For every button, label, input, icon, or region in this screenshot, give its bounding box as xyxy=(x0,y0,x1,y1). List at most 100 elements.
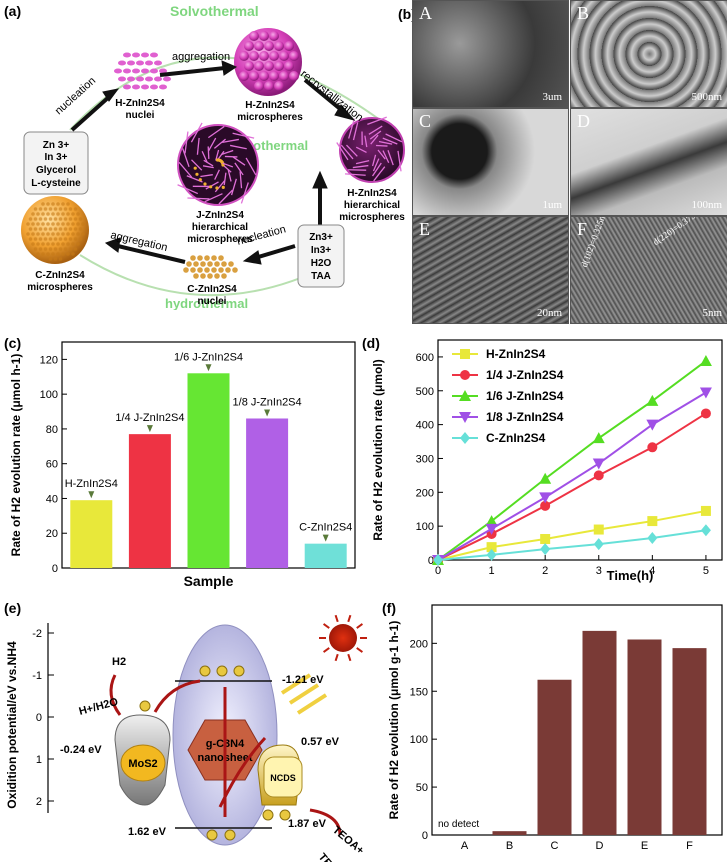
h-microsphere-bead xyxy=(274,61,284,71)
j-dot xyxy=(198,178,202,182)
c-microsphere-dot xyxy=(63,227,68,231)
h-nucleus-dot xyxy=(145,76,153,82)
aggregation-label-1: aggregation xyxy=(172,51,230,63)
chart-d-xtick-label: 0 xyxy=(435,565,441,577)
micrograph-scale-a: 3um xyxy=(542,91,562,103)
j-petal xyxy=(232,156,246,166)
ncds-label: NCDS xyxy=(270,773,296,783)
c-microsphere-dot xyxy=(76,222,80,226)
svg-text:Zn3+: Zn3+ xyxy=(309,232,333,243)
c-microsphere-dot xyxy=(48,257,53,261)
chart-f-xtick-label: B xyxy=(506,840,513,852)
h2-label: H2 xyxy=(112,656,126,668)
chart-c-bar-label: C-ZnIn2S4 xyxy=(299,522,352,534)
j-dot xyxy=(221,185,225,189)
chart-d-point xyxy=(700,408,711,419)
ncds-core xyxy=(263,756,303,798)
chart-d-xtick-label: 4 xyxy=(649,565,655,577)
h-microsphere-bead xyxy=(279,71,289,81)
h-microsphere-bead xyxy=(239,71,249,81)
chart-d-point xyxy=(593,524,604,535)
c-microsphere-dot xyxy=(53,237,58,241)
c-microsphere-dot xyxy=(28,227,33,231)
h-micro-label: H-ZnIn2S4 microspheres xyxy=(237,100,303,123)
c-microsphere-dot xyxy=(56,232,60,236)
chart-f-xtick-label: E xyxy=(641,840,648,852)
j-petal xyxy=(207,125,225,139)
j-petal xyxy=(200,174,213,178)
chart-d: (d) 0 100 200 300 400 500 600 0 1 2 3 4 5 H-ZnIn2S4 1/… xyxy=(362,335,723,583)
chart-d-ytick-label: 500 xyxy=(416,386,434,398)
chart-d-point xyxy=(647,532,658,544)
c-microsphere-dot xyxy=(81,232,85,236)
chart-c-bar-label: 1/4 J-ZnIn2S4 xyxy=(115,412,184,424)
c-microsphere-dot xyxy=(66,202,70,206)
j-petal xyxy=(213,138,226,149)
c-microsphere-dot xyxy=(71,242,75,246)
chart-d-point xyxy=(485,515,498,527)
j-petal xyxy=(229,144,247,150)
ncds-vb-label: 1.87 eV xyxy=(288,818,327,830)
hplus-label: H+/H2O xyxy=(78,696,120,718)
chart-d-point xyxy=(540,543,551,556)
chart-d-point xyxy=(593,470,604,481)
c-microsphere-dot xyxy=(76,232,80,236)
j-petal xyxy=(239,171,243,189)
c-micro-label: C-ZnIn2S4 microspheres xyxy=(27,270,93,293)
chart-c-ytick-label: 60 xyxy=(46,459,58,471)
panel-label-c: (c) xyxy=(4,335,21,351)
chart-d-xtick-label: 3 xyxy=(596,565,602,577)
c-microsphere-dot xyxy=(61,222,65,226)
c-microsphere-dot xyxy=(33,237,38,241)
micrograph-scale-f: 5nm xyxy=(702,307,722,319)
sun-ray xyxy=(334,653,339,662)
c-nucleus-dot xyxy=(193,273,199,279)
hydrothermal-bottom-label: hydrothermal xyxy=(165,296,248,310)
c-nucleus-dot xyxy=(228,261,234,267)
c-microsphere-dot xyxy=(43,207,48,211)
h-nucleus-dot xyxy=(132,84,140,90)
h-petal xyxy=(355,159,370,165)
chart-f-bar xyxy=(627,639,662,835)
chart-d-legend-label: C-ZnIn2S4 xyxy=(486,431,546,445)
c-nucleus-dot xyxy=(204,255,210,261)
c-microsphere-dot xyxy=(38,217,43,221)
chart-f-bar xyxy=(672,648,707,835)
c-microsphere-dot xyxy=(78,227,83,231)
j-petal xyxy=(240,182,249,204)
micrograph-scale-c: 1um xyxy=(542,199,562,211)
chart-d-point xyxy=(700,505,711,516)
c-microsphere-dot xyxy=(63,237,68,241)
c-microsphere-dot xyxy=(51,242,55,246)
h-petal xyxy=(372,158,380,172)
h-petal xyxy=(377,149,386,160)
h-petal xyxy=(382,137,398,145)
cb-level-label: -1.21 eV xyxy=(282,674,324,686)
c-nucleus-dot xyxy=(232,267,238,273)
h-petal xyxy=(340,144,354,160)
h-petal xyxy=(387,150,394,166)
charge-carrier-dot xyxy=(206,829,218,841)
h-petal xyxy=(345,173,366,176)
c-nucleus-dot xyxy=(214,273,220,279)
chart-d-series-line xyxy=(437,529,707,561)
c-microsphere-dot xyxy=(46,222,50,226)
j-petal xyxy=(196,137,200,155)
c-nucleus-dot xyxy=(207,273,213,279)
chart-d-point xyxy=(699,354,712,366)
h-petal xyxy=(375,144,388,147)
c-microsphere-dot xyxy=(61,202,65,206)
j-petal xyxy=(230,178,237,196)
micrograph-tag-c: C xyxy=(419,111,432,131)
chart-c-bar xyxy=(187,373,230,568)
charge-carrier-dot xyxy=(233,665,245,677)
h-nucleus-dot xyxy=(118,76,126,82)
chart-f-ytick-label: 0 xyxy=(422,830,428,842)
j-petal xyxy=(227,169,232,182)
c-microsphere-dot xyxy=(46,202,50,206)
c-nuclei-cluster xyxy=(183,255,238,279)
micrograph-scale-e: 20nm xyxy=(536,307,562,319)
chart-d-series-line xyxy=(437,360,707,561)
vb-level-label: 1.62 eV xyxy=(128,826,167,838)
svg-text:In3+: In3+ xyxy=(311,245,331,256)
